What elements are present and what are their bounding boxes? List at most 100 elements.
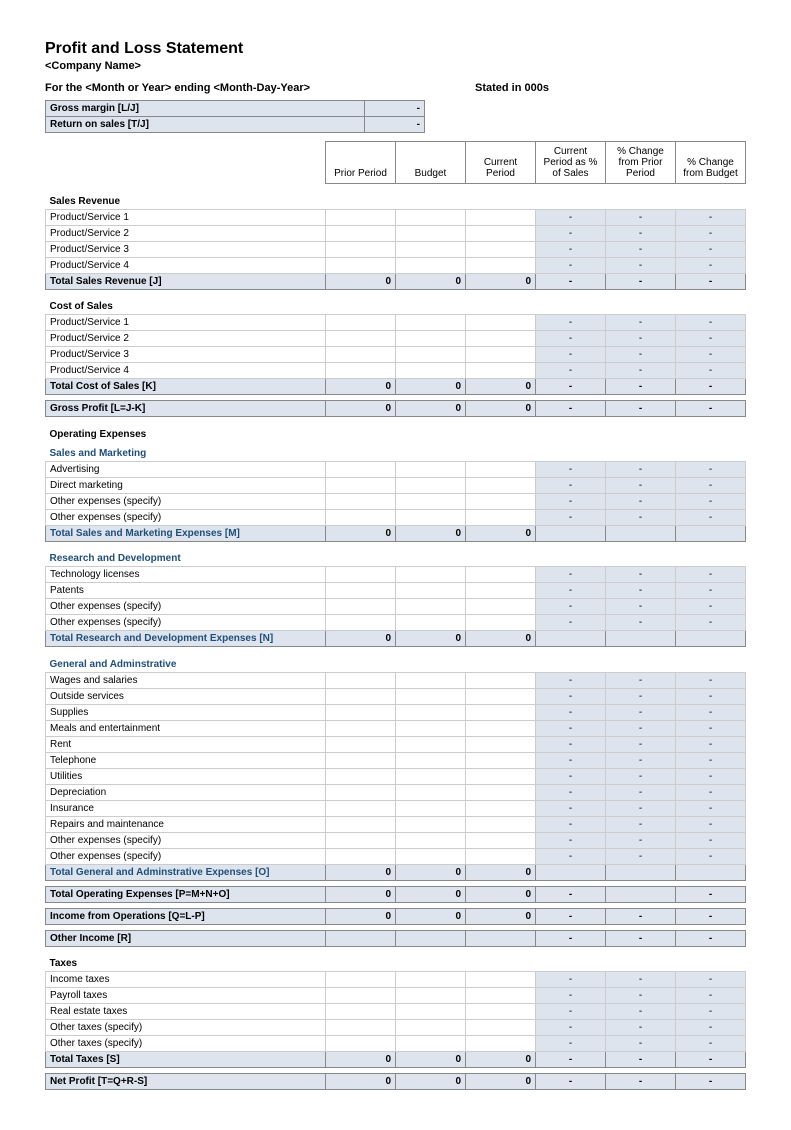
cell-input[interactable] [326, 752, 396, 768]
cell-input[interactable] [396, 784, 466, 800]
cell-input[interactable] [326, 1036, 396, 1052]
cell-input[interactable] [396, 848, 466, 864]
cell-input[interactable] [326, 784, 396, 800]
cell-input[interactable] [466, 1020, 536, 1036]
cell-input[interactable] [326, 688, 396, 704]
cell-input[interactable] [396, 988, 466, 1004]
cell-input[interactable] [396, 752, 466, 768]
cell-input[interactable] [396, 583, 466, 599]
cell-input[interactable] [396, 493, 466, 509]
cell-input[interactable] [326, 832, 396, 848]
cell-input[interactable] [326, 704, 396, 720]
cell-input[interactable] [466, 784, 536, 800]
cell-input[interactable] [326, 816, 396, 832]
cell-input[interactable] [466, 493, 536, 509]
cell-input[interactable] [466, 832, 536, 848]
cell-input[interactable] [326, 848, 396, 864]
cell-input[interactable] [466, 347, 536, 363]
cell-input[interactable] [326, 800, 396, 816]
cell-input[interactable] [466, 257, 536, 273]
cell-input[interactable] [326, 1004, 396, 1020]
cell-input[interactable] [466, 567, 536, 583]
cell-input[interactable] [466, 363, 536, 379]
cell-input[interactable] [396, 688, 466, 704]
cell-input[interactable] [466, 816, 536, 832]
cell-input[interactable] [396, 972, 466, 988]
cell-input[interactable] [396, 347, 466, 363]
cell-input[interactable] [466, 209, 536, 225]
cell-input[interactable] [396, 1020, 466, 1036]
cell-input[interactable] [396, 315, 466, 331]
cell-input[interactable] [326, 720, 396, 736]
cell-input[interactable] [326, 615, 396, 631]
cell-input[interactable] [396, 720, 466, 736]
cell-input[interactable] [326, 509, 396, 525]
cell-input[interactable] [326, 493, 396, 509]
cell-input[interactable] [326, 225, 396, 241]
cell-input[interactable] [396, 257, 466, 273]
cell-input[interactable] [326, 972, 396, 988]
cell-input[interactable] [396, 331, 466, 347]
cell-input[interactable] [396, 241, 466, 257]
cell-input[interactable] [466, 752, 536, 768]
cell-input[interactable] [326, 672, 396, 688]
cell-input[interactable] [396, 477, 466, 493]
cell-input[interactable] [396, 225, 466, 241]
cell-input[interactable] [396, 567, 466, 583]
cell-input[interactable] [466, 225, 536, 241]
cell-input[interactable] [466, 1036, 536, 1052]
cell-input[interactable] [396, 599, 466, 615]
cell-input[interactable] [466, 615, 536, 631]
cell-input[interactable] [326, 736, 396, 752]
cell-input[interactable] [466, 1004, 536, 1020]
cell-input[interactable] [326, 583, 396, 599]
cell-input[interactable] [326, 315, 396, 331]
cell-input[interactable] [466, 704, 536, 720]
cell-input[interactable] [466, 736, 536, 752]
cell-input[interactable] [396, 509, 466, 525]
cell-input[interactable] [466, 241, 536, 257]
cell-input[interactable] [326, 988, 396, 1004]
cell-input[interactable] [466, 972, 536, 988]
cell-input[interactable] [326, 599, 396, 615]
cell-input[interactable] [466, 331, 536, 347]
cell-input[interactable] [396, 672, 466, 688]
cell-input[interactable] [466, 477, 536, 493]
cell-input[interactable] [326, 477, 396, 493]
cell-input[interactable] [396, 816, 466, 832]
cell-input[interactable] [326, 257, 396, 273]
cell-input[interactable] [466, 988, 536, 1004]
cell-input[interactable] [466, 599, 536, 615]
cell-input[interactable] [396, 1004, 466, 1020]
cell-input[interactable] [466, 800, 536, 816]
cell-input[interactable] [396, 363, 466, 379]
cell-input[interactable] [326, 461, 396, 477]
cell-input[interactable] [466, 461, 536, 477]
cell-input[interactable] [326, 347, 396, 363]
cell-input[interactable] [326, 331, 396, 347]
cell-input[interactable] [466, 583, 536, 599]
cell-input[interactable] [466, 672, 536, 688]
cell-input[interactable] [396, 1036, 466, 1052]
cell-input[interactable] [326, 567, 396, 583]
cell-input[interactable] [466, 688, 536, 704]
cell-input[interactable] [396, 615, 466, 631]
cell-input[interactable] [466, 509, 536, 525]
cell-input[interactable] [466, 315, 536, 331]
cell-input[interactable] [326, 1020, 396, 1036]
cell-input[interactable] [466, 848, 536, 864]
cell-input[interactable] [396, 736, 466, 752]
cell-input[interactable] [326, 363, 396, 379]
cell-input[interactable] [466, 720, 536, 736]
cell-input[interactable] [396, 461, 466, 477]
cell-input[interactable] [396, 704, 466, 720]
cell-input[interactable] [326, 241, 396, 257]
cell-input[interactable] [466, 768, 536, 784]
cell-input[interactable] [326, 768, 396, 784]
cell-input[interactable] [396, 209, 466, 225]
table-row: Product/Service 1--- [46, 209, 746, 225]
cell-input[interactable] [396, 768, 466, 784]
cell-input[interactable] [326, 209, 396, 225]
cell-input[interactable] [396, 832, 466, 848]
cell-input[interactable] [396, 800, 466, 816]
